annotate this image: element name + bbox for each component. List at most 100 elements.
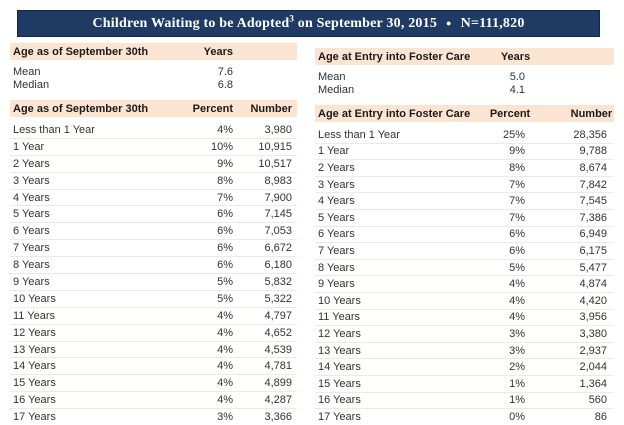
percent-value: 4% [217,309,233,322]
stats-header-row: Age as of September 30th Years [10,43,297,60]
age-label: 7 Years [318,244,355,257]
table-row: 14 Years 4% 4,781 [10,358,297,376]
percent-value: 0% [509,410,525,423]
number-value: 4,781 [264,360,292,373]
number-value: 7,545 [579,195,607,208]
age-label: 14 Years [13,360,56,373]
table-row: 4 Years 7% 7,545 [315,193,614,210]
percent-value: 5% [509,261,525,274]
age-label: 10 Years [318,294,361,307]
age-label: 16 Years [13,394,56,407]
table-row: 14 Years 2% 2,044 [315,359,614,376]
percent-value: 4% [217,343,233,356]
percent-value: 8% [217,174,233,187]
table-row: 15 Years 4% 4,899 [10,375,297,393]
table-row: 3 Years 7% 7,842 [315,177,614,194]
number-value: 7,842 [579,178,607,191]
number-value: 3,956 [579,311,607,324]
table-row: 10 Years 4% 4,420 [315,293,614,310]
mean-row: Mean 7.6 [10,65,297,78]
age-label: 3 Years [13,174,50,187]
table-row: 9 Years 5% 5,832 [10,274,297,291]
age-label: 9 Years [13,275,50,288]
percent-value: 3% [509,344,525,357]
age-label: 3 Years [318,178,355,191]
number-value: 4,287 [264,394,292,407]
number-column-header: Number [250,102,292,115]
percent-value: 6% [217,242,233,255]
report-title-main: Children Waiting to be Adopted [92,15,290,31]
table-row: 13 Years 4% 4,539 [10,342,297,359]
table-row: 9 Years 4% 4,874 [315,276,614,293]
percent-value: 3% [509,327,525,340]
age-label: 13 Years [318,344,361,357]
table-row: 1 Year 10% 10,915 [10,139,297,156]
age-label: 2 Years [13,157,50,170]
report-title: Children Waiting to be Adopted3 on Septe… [92,13,524,32]
table-row: 4 Years 7% 7,900 [10,190,297,207]
table-row: 15 Years 1% 1,364 [315,376,614,393]
number-value: 9,788 [579,145,607,158]
age-label: 13 Years [13,343,56,356]
number-value: 3,380 [579,327,607,340]
percent-value: 2% [509,361,525,374]
percent-value: 9% [217,157,233,170]
number-value: 28,356 [573,128,607,141]
table-row: 10 Years 5% 5,322 [10,291,297,308]
age-label: 12 Years [13,326,56,339]
number-value: 5,832 [264,275,292,288]
percent-value: 7% [509,211,525,224]
age-label: 15 Years [318,377,361,390]
percent-value: 4% [509,311,525,324]
age-label: 5 Years [13,208,50,221]
age-label: 6 Years [13,225,50,238]
bullet-separator-icon: ● [446,17,452,28]
number-value: 3,366 [264,411,292,424]
percent-value: 1% [509,377,525,390]
stats-header-label: Age as of September 30th [13,45,149,58]
number-value: 5,322 [264,292,292,305]
number-value: 560 [588,394,607,407]
mean-label: Mean [13,65,41,78]
median-label: Median [318,83,355,96]
percent-value: 4% [217,394,233,407]
table-row: 16 Years 4% 4,287 [10,392,297,410]
percent-value: 4% [217,360,233,373]
percent-value: 10% [210,140,233,153]
age-label: 10 Years [13,292,56,305]
mean-label: Mean [318,70,346,83]
median-row: Median 6.8 [10,78,297,91]
percent-value: 7% [217,191,233,204]
table-row: 11 Years 4% 4,797 [10,308,297,325]
number-value: 4,420 [579,294,607,307]
number-value: 6,180 [264,259,292,272]
stats-header-unit: Years [203,45,233,58]
age-label: 15 Years [13,377,56,390]
dist-header-label: Age as of September 30th [13,102,149,115]
table-row: 7 Years 6% 6,175 [315,243,614,260]
table-row: 11 Years 4% 3,956 [315,310,614,327]
number-value: 5,477 [579,261,607,274]
table-row: Less than 1 Year 4% 3,980 [10,122,297,139]
table-row: 2 Years 9% 10,517 [10,156,297,173]
number-value: 8,983 [264,174,292,187]
table-row: 7 Years 6% 6,672 [10,240,297,258]
table-row: 3 Years 8% 8,983 [10,173,297,190]
percent-value: 5% [217,292,233,305]
number-value: 4,899 [264,377,292,390]
number-value: 7,053 [264,225,292,238]
table-row: 5 Years 7% 7,386 [315,210,614,227]
age-label: 8 Years [318,261,355,274]
percent-value: 6% [509,244,525,257]
median-value: 4.1 [509,83,525,96]
age-as-of-sept-table: Age as of September 30th Years Mean 7.6 … [10,43,297,425]
age-label: 6 Years [318,228,355,241]
report-title-date: on September 30, 2015 [294,15,438,31]
table-row: 12 Years 3% 3,380 [315,326,614,343]
percent-value: 4% [217,377,233,390]
age-label: Less than 1 Year [13,123,95,136]
table-row: Less than 1 Year 25% 28,356 [315,127,614,144]
number-value: 4,539 [264,343,292,356]
number-value: 6,175 [579,244,607,257]
age-label: 11 Years [318,311,361,324]
